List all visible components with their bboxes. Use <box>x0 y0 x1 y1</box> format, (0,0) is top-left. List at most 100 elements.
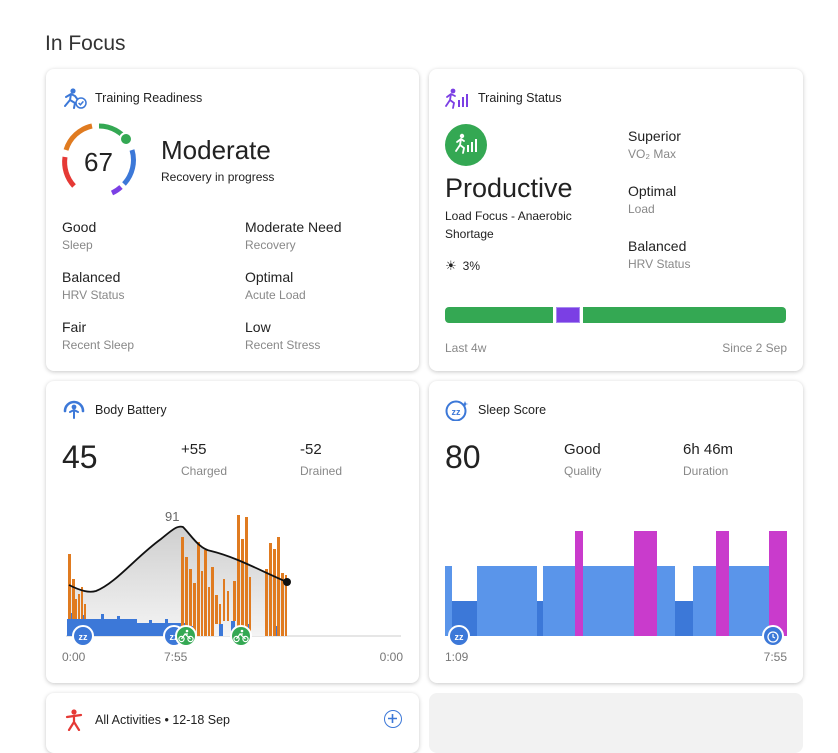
item-label: Sleep <box>62 238 93 252</box>
runner-bars-icon <box>444 87 470 109</box>
readiness-score: 67 <box>84 147 113 177</box>
readiness-subtitle: Recovery in progress <box>161 170 275 184</box>
cycling-activity-icon <box>175 625 197 647</box>
drained-value: -52 <box>300 441 322 458</box>
sleep-duration-stat: 6h 46m Duration <box>683 441 733 478</box>
body-battery-chart: zz zz <box>66 515 401 647</box>
readiness-item-recent-stress: Low Recent Stress <box>245 319 320 352</box>
card-title: Body Battery <box>95 403 167 417</box>
range-end-label: Since 2 Sep <box>722 341 787 355</box>
sleep-start-icon: zz <box>448 625 470 647</box>
current-level-dot <box>283 578 291 586</box>
x-axis-label: 7:55 <box>763 650 787 664</box>
item-label: Load <box>628 202 655 216</box>
sleep-stages-chart: zz <box>445 531 787 647</box>
status-item-vo2max: Superior VO₂ Max <box>628 128 681 161</box>
battery-level-line <box>68 525 288 593</box>
training-status-value: Productive <box>445 173 573 203</box>
sleep-score-card[interactable]: zz Sleep Score 80 Good Quality 6h 46m Du… <box>429 381 803 683</box>
item-value: Superior <box>628 128 681 144</box>
quality-label: Quality <box>564 464 602 478</box>
training-status-card[interactable]: Training Status Productive Load Focus - … <box>429 69 803 371</box>
item-value: Optimal <box>245 269 294 285</box>
plus-icon <box>388 714 397 723</box>
status-item-load: Optimal Load <box>628 183 676 216</box>
item-label: HRV Status <box>628 257 691 271</box>
cycling-activity-icon <box>230 625 252 647</box>
drained-label: Drained <box>300 464 343 478</box>
sleep-quality-stat: Good Quality <box>564 441 601 478</box>
card-header: All Activities • 12-18 Sep <box>61 709 230 731</box>
training-readiness-card[interactable]: Training Readiness 67 Moderate Recovery … <box>46 69 419 371</box>
all-activities-card[interactable]: All Activities • 12-18 Sep <box>46 693 419 753</box>
readiness-level: Moderate <box>161 135 271 165</box>
svg-text:zz: zz <box>455 632 465 642</box>
timeline-segment <box>583 307 786 323</box>
readiness-gauge <box>62 123 136 196</box>
empty-card <box>429 693 803 753</box>
readiness-item-recent-sleep: Fair Recent Sleep <box>62 319 134 352</box>
charged-value: +55 <box>181 441 207 458</box>
charged-stat: +55 Charged <box>181 441 227 478</box>
add-activity-button[interactable] <box>384 710 402 728</box>
item-value: Balanced <box>62 269 121 285</box>
duration-label: Duration <box>683 464 729 478</box>
readiness-item-acute-load: Optimal Acute Load <box>245 269 306 302</box>
activity-runner-icon <box>61 709 87 731</box>
svg-text:zz: zz <box>452 407 462 417</box>
item-label: Acute Load <box>245 288 306 302</box>
item-value: Optimal <box>628 183 677 199</box>
item-label: HRV Status <box>62 288 125 302</box>
section-title: In Focus <box>45 32 126 55</box>
x-axis-label: 7:55 <box>164 650 188 664</box>
card-title: Training Status <box>478 91 562 105</box>
runner-check-icon <box>61 87 87 109</box>
card-header: Training Status <box>444 87 562 109</box>
body-battery-card[interactable]: Body Battery 45 +55 Charged -52 Drained … <box>46 381 419 683</box>
card-header: Training Readiness <box>61 87 202 109</box>
readiness-item-hrv: Balanced HRV Status <box>62 269 124 302</box>
charged-label: Charged <box>181 464 228 478</box>
x-axis-label: 0:00 <box>62 650 86 664</box>
x-axis-label: 1:09 <box>445 650 469 664</box>
sleep-icon: zz <box>444 399 470 421</box>
card-header: Body Battery <box>61 399 167 421</box>
battery-area <box>69 526 287 636</box>
item-value: Moderate Need <box>245 219 342 235</box>
load-focus-text: Load Focus - Anaerobic Shortage <box>445 209 572 241</box>
alarm-clock-icon <box>762 625 784 647</box>
item-label: Recent Stress <box>245 338 321 352</box>
item-label: Recent Sleep <box>62 338 135 352</box>
item-label: Recovery <box>245 238 296 252</box>
stress-orange-bars <box>68 515 287 636</box>
card-title: All Activities • 12-18 Sep <box>95 713 230 727</box>
svg-text:zz: zz <box>79 632 89 642</box>
heat-value: 3% <box>462 259 480 273</box>
timeline-segment <box>445 307 553 323</box>
sun-icon: ☀ <box>445 258 457 273</box>
status-timeline-bar <box>445 307 786 323</box>
duration-value: 6h 46m <box>683 441 734 458</box>
timeline-segment <box>556 307 580 323</box>
body-battery-value: 45 <box>62 439 98 475</box>
x-axis-label: 0:00 <box>379 650 403 664</box>
sleep-start-icon: zz <box>72 625 94 647</box>
card-title: Sleep Score <box>478 403 547 417</box>
status-badge-icon <box>445 124 487 166</box>
range-start-label: Last 4w <box>445 341 487 355</box>
readiness-item-sleep: Good Sleep <box>62 219 96 252</box>
sleep-score-value: 80 <box>445 439 481 475</box>
drained-stat: -52 Drained <box>300 441 342 478</box>
body-battery-icon <box>61 399 87 421</box>
quality-value: Good <box>564 441 601 458</box>
card-title: Training Readiness <box>95 91 203 105</box>
svg-text:zz: zz <box>170 632 180 642</box>
item-value: Low <box>245 319 271 335</box>
heat-acclimation: ☀ 3% <box>445 258 480 274</box>
card-header: zz Sleep Score <box>444 399 546 421</box>
item-label: VO₂ Max <box>628 147 676 161</box>
peak-label: 91 <box>165 509 180 524</box>
item-value: Good <box>62 219 97 235</box>
item-value: Balanced <box>628 238 687 254</box>
item-value: Fair <box>62 319 87 335</box>
